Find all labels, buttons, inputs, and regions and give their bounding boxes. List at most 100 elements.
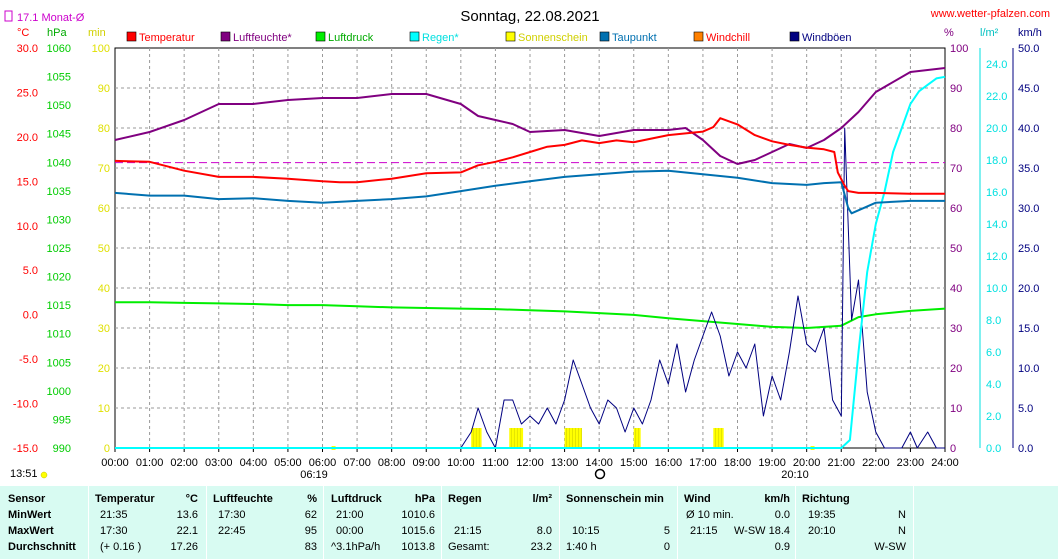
- y-tick-label-sunshine_min: 40: [98, 283, 110, 295]
- pres-value: 1015.6: [401, 525, 435, 537]
- x-tick-label: 16:00: [655, 457, 683, 469]
- dir-value: W-SW: [874, 541, 906, 553]
- series-lines: [114, 67, 946, 449]
- hum-time: 17:30: [218, 509, 246, 521]
- legend-swatch: [599, 31, 610, 42]
- wind-time: Ø 10 min.: [686, 509, 734, 521]
- y-tick-label-temperature_c: 10.0: [17, 221, 38, 233]
- y-tick-label-temperature_c: 30.0: [17, 43, 38, 55]
- y-tick-label-sunshine_min: 50: [98, 243, 110, 255]
- y-tick-label-sunshine_min: 60: [98, 203, 110, 215]
- x-tick-label: 14:00: [585, 457, 613, 469]
- y-tick-label-temperature_c: 20.0: [17, 132, 38, 144]
- y-tick-label-rain: 6.0: [986, 347, 1001, 359]
- y-tick-label-humidity_pct: 100: [950, 43, 968, 55]
- chart-title: Sonntag, 22.08.2021: [460, 8, 599, 25]
- y-tick-label-wind_kmh: 25.0: [1018, 243, 1039, 255]
- y-axes: 30.0 25.0 20.0 15.0 10.0 5.0 0.0 -5.0 -10.0 -15.0…: [13, 43, 1040, 455]
- x-tick-label: 18:00: [724, 457, 752, 469]
- series-pressure: [115, 301, 946, 329]
- now-marker-icon: [594, 468, 606, 480]
- header-sunshine: Sonnenschein min: [566, 493, 664, 505]
- dir-value: N: [898, 509, 906, 521]
- y-tick-label-pressure_hpa: 1005: [47, 357, 71, 369]
- sunshine-bar-fill: [633, 428, 641, 448]
- legend-label: Luftdruck: [328, 32, 374, 44]
- x-tick-label: 24:00: [931, 457, 959, 469]
- legend-swatch: [126, 31, 137, 42]
- legend-label: Windchill: [706, 32, 750, 44]
- sun-value: 5: [663, 525, 670, 537]
- pres-value: 1010.6: [401, 509, 435, 521]
- hum-value: 83: [304, 541, 317, 553]
- y-tick-label-sunshine_min: 80: [98, 123, 110, 135]
- sunshine-bar: [509, 428, 524, 448]
- y-tick-label-rain: 20.0: [986, 123, 1007, 135]
- grid: [114, 47, 946, 449]
- y-tick-label-sunshine_min: 10: [98, 403, 110, 415]
- header-rain-unit: l/m²: [532, 493, 552, 505]
- y-tick-label-rain: 22.0: [986, 91, 1007, 103]
- x-tick-label: 13:00: [551, 457, 579, 469]
- y-tick-label-wind_kmh: 45.0: [1018, 83, 1039, 95]
- legend-item: Windchill: [693, 31, 750, 44]
- y-tick-label-humidity_pct: 0: [950, 443, 956, 455]
- legend-label: Regen*: [422, 32, 459, 44]
- y-tick-label-pressure_hpa: 990: [53, 443, 71, 455]
- sunshine-bar: [564, 428, 582, 448]
- legend-label: Taupunkt: [612, 32, 657, 44]
- sun-value: 0: [663, 541, 670, 553]
- y-tick-label-humidity_pct: 90: [950, 83, 962, 95]
- y-tick-label-rain: 8.0: [986, 315, 1001, 327]
- sunshine-bars: [331, 428, 815, 450]
- stats-table: Sensor Temperatur °C Luftfeuchte % Luftd…: [0, 486, 1058, 559]
- legend-swatch: [693, 31, 704, 42]
- y-tick-label-temperature_c: 25.0: [17, 87, 38, 99]
- hum-value: 95: [304, 525, 317, 537]
- legend-swatch: [409, 31, 420, 42]
- x-tick-label: 03:00: [205, 457, 233, 469]
- x-tick-label: 07:00: [343, 457, 371, 469]
- x-tick-label: 05:00: [274, 457, 302, 469]
- y-tick-label-pressure_hpa: 1010: [47, 329, 71, 341]
- site-link[interactable]: www.wetter-pfalzen.com: [930, 8, 1050, 20]
- header-humidity-unit: %: [307, 493, 317, 505]
- y-tick-label-pressure_hpa: 1035: [47, 186, 71, 198]
- y-tick-label-wind_kmh: 40.0: [1018, 123, 1039, 135]
- row-label: MinWert: [8, 509, 52, 521]
- x-tick-label: 15:00: [620, 457, 648, 469]
- monthly-avg-icon: [4, 10, 13, 22]
- series-temperature: [114, 117, 945, 195]
- sunshine-bar: [713, 428, 724, 448]
- hum-time: 22:45: [218, 525, 246, 537]
- table-divider: [913, 486, 914, 559]
- current-time: 13:51: [10, 468, 38, 480]
- x-tick-label: 00:00: [101, 457, 129, 469]
- legend-item: Regen*: [409, 31, 459, 44]
- sun-total: 1:40 h: [566, 541, 597, 553]
- header-pressure-unit: hPa: [414, 493, 435, 505]
- header-wind-unit: km/h: [764, 493, 790, 505]
- legend-swatch: [220, 31, 231, 42]
- table-divider: [88, 486, 89, 559]
- y-tick-label-rain: 18.0: [986, 155, 1007, 167]
- y-tick-label-pressure_hpa: 1020: [47, 272, 71, 284]
- y-tick-label-temperature_c: 5.0: [23, 265, 38, 277]
- y-tick-label-sunshine_min: 90: [98, 83, 110, 95]
- legend-item: Luftdruck: [315, 31, 374, 44]
- header-rain: Regen: [448, 493, 482, 505]
- x-tick-label: 19:00: [758, 457, 786, 469]
- temp-time: (+ 0.16 ): [100, 541, 142, 553]
- x-tick-label: 08:00: [378, 457, 406, 469]
- legend: Temperatur Luftfeuchte* Luftdruck Regen* Son…: [126, 31, 852, 44]
- header-temperature-unit: °C: [185, 493, 198, 505]
- y-tick-label-pressure_hpa: 1040: [47, 157, 71, 169]
- y-tick-label-sunshine_min: 30: [98, 323, 110, 335]
- y-tick-label-temperature_c: -10.0: [13, 399, 38, 411]
- header-humidity: Luftfeuchte: [213, 493, 273, 505]
- pres-value: 1013.8: [401, 541, 435, 553]
- sunrise-time: 06:19: [300, 469, 328, 481]
- table-divider: [559, 486, 560, 559]
- legend-item: Windböen: [789, 31, 852, 44]
- y-tick-label-rain: 16.0: [986, 187, 1007, 199]
